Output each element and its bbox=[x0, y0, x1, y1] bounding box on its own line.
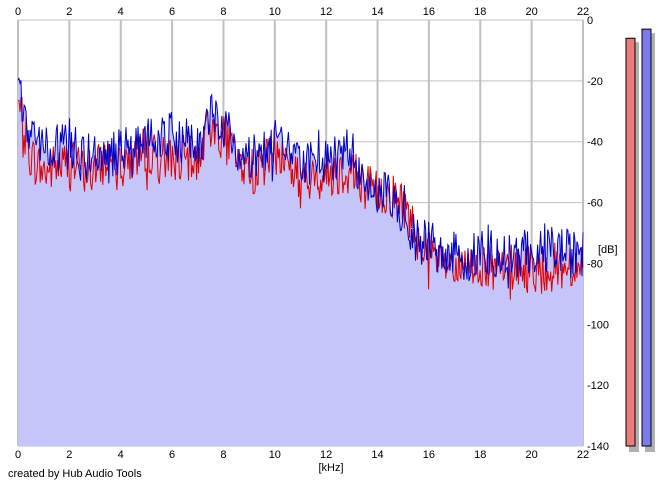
x-tick-label-bottom: 22 bbox=[577, 449, 589, 461]
y-tick-label: -120 bbox=[587, 380, 609, 392]
x-tick-label-bottom: 2 bbox=[66, 449, 72, 461]
x-tick-label-bottom: 14 bbox=[371, 449, 383, 461]
x-tick-label-top: 12 bbox=[320, 6, 332, 18]
level-meters bbox=[625, 28, 655, 452]
y-tick-label: -140 bbox=[587, 441, 609, 453]
x-tick-label-bottom: 10 bbox=[269, 449, 281, 461]
x-tick-label-top: 22 bbox=[577, 6, 589, 18]
x-tick-label-top: 20 bbox=[526, 6, 538, 18]
x-tick-label-bottom: 4 bbox=[118, 449, 124, 461]
x-tick-label-bottom: 12 bbox=[320, 449, 332, 461]
x-tick-label-top: 4 bbox=[118, 6, 124, 18]
spectrum-area bbox=[18, 78, 583, 446]
spectrum-fill-layer bbox=[18, 78, 583, 446]
credit-text: created by Hub Audio Tools bbox=[8, 468, 142, 480]
x-tick-label-bottom: 20 bbox=[526, 449, 538, 461]
x-tick-label-bottom: 16 bbox=[423, 449, 435, 461]
y-tick-label: -80 bbox=[587, 258, 603, 270]
series-layer bbox=[17, 77, 584, 300]
x-tick-label-bottom: 8 bbox=[220, 449, 226, 461]
x-tick-label-bottom: 0 bbox=[15, 449, 21, 461]
y-tick-label: -40 bbox=[587, 137, 603, 149]
y-axis-label: [dB] bbox=[598, 244, 618, 256]
right-channel-line bbox=[17, 77, 584, 289]
x-tick-label-bottom: 6 bbox=[169, 449, 175, 461]
x-tick-label-top: 2 bbox=[66, 6, 72, 18]
x-tick-label-top: 14 bbox=[371, 6, 383, 18]
right-level-meter bbox=[641, 28, 652, 447]
x-tick-label-bottom: 18 bbox=[474, 449, 486, 461]
x-tick-label-top: 16 bbox=[423, 6, 435, 18]
y-tick-label: -60 bbox=[587, 198, 603, 210]
left-level-meter bbox=[625, 37, 636, 447]
tick-labels: 002244668810101212141416161818202022220-… bbox=[15, 6, 609, 461]
x-tick-label-top: 6 bbox=[169, 6, 175, 18]
x-tick-label-top: 18 bbox=[474, 6, 486, 18]
y-tick-label: -20 bbox=[587, 76, 603, 88]
x-tick-label-top: 8 bbox=[220, 6, 226, 18]
y-tick-label: 0 bbox=[587, 15, 593, 27]
y-tick-label: -100 bbox=[587, 319, 609, 331]
x-axis-label: [kHz] bbox=[318, 462, 343, 474]
x-tick-label-top: 10 bbox=[269, 6, 281, 18]
x-tick-label-top: 0 bbox=[15, 6, 21, 18]
